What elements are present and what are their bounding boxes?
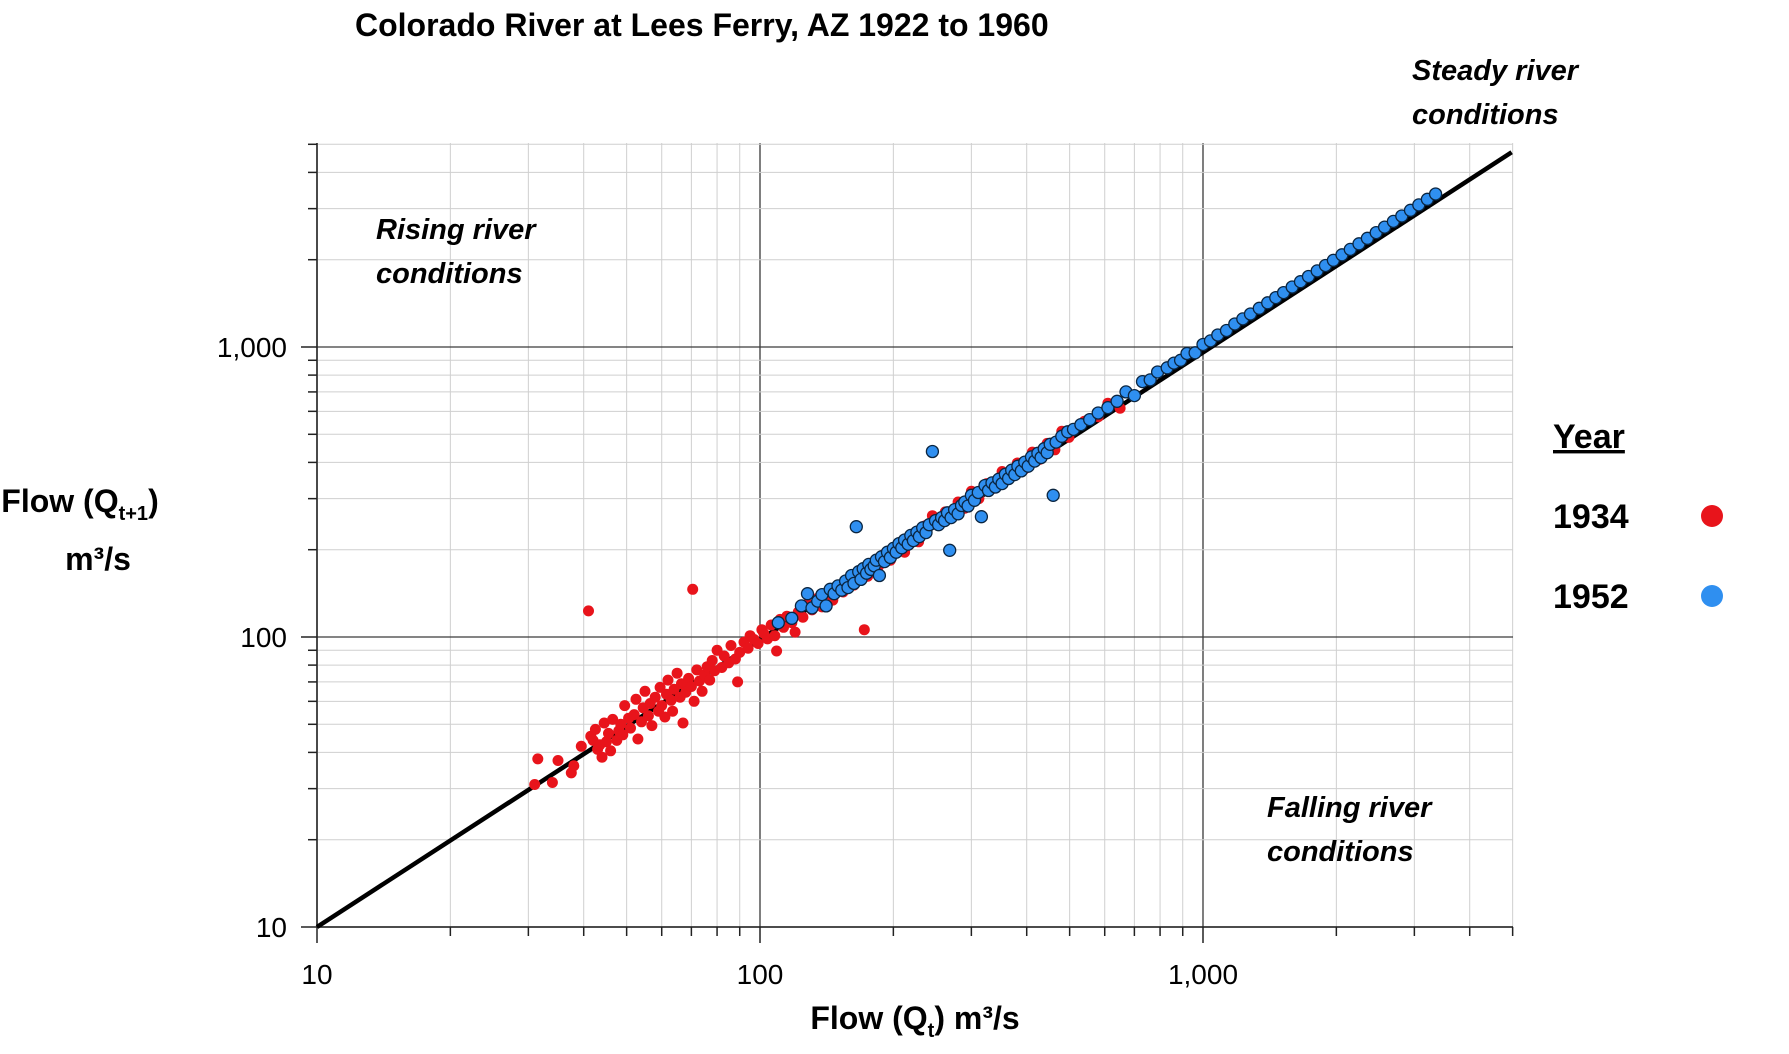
legend-marker-1952 (1701, 585, 1723, 607)
point-1952 (794, 599, 809, 613)
point-1934 (659, 711, 671, 723)
point-1934 (687, 583, 699, 595)
point-1952 (785, 611, 799, 625)
point-1934 (532, 753, 544, 765)
annotation-rising: Rising river conditions (376, 214, 537, 290)
chart-title: Colorado River at Lees Ferry, AZ 1922 to… (355, 7, 1049, 43)
point-1952 (1101, 400, 1115, 415)
y-axis-label-line2: m³/s (65, 541, 131, 577)
point-1934 (671, 667, 683, 679)
point-1934 (598, 717, 610, 729)
data-points (529, 187, 1443, 790)
point-1934 (725, 640, 737, 651)
point-1934 (696, 685, 708, 697)
x-tick-label: 10 (301, 959, 332, 990)
axes (301, 143, 1514, 943)
point-1934 (617, 729, 629, 741)
point-1934 (646, 720, 658, 732)
point-1934 (596, 751, 608, 763)
legend-label-1934: 1934 (1553, 498, 1629, 536)
point-1952 (1127, 388, 1142, 403)
point-1934 (771, 645, 783, 657)
point-1934 (662, 674, 674, 686)
point-1934 (642, 710, 654, 722)
y-tick-label: 100 (240, 622, 287, 653)
point-1934 (706, 655, 718, 666)
x-tick-label: 100 (737, 959, 784, 990)
legend-title: Year (1553, 418, 1625, 456)
point-1934 (575, 740, 587, 752)
grid-lines (316, 143, 1514, 928)
point-1934 (732, 676, 744, 688)
point-1934 (665, 694, 677, 706)
point-1934 (600, 736, 612, 748)
annotations: Steady river conditions Rising river condit… (376, 55, 1580, 868)
point-1952 (1188, 346, 1202, 360)
y-tick-label: 10 (256, 912, 287, 943)
point-1952 (800, 587, 815, 601)
point-1934 (628, 709, 640, 721)
point-1934 (619, 700, 631, 712)
point-1952 (925, 444, 940, 459)
x-axis-label: Flow (Qt) m³/s (810, 1000, 1019, 1042)
point-1934 (691, 664, 703, 676)
point-1952 (819, 599, 833, 613)
legend: Year 1934 1952 (1553, 418, 1723, 616)
point-1934 (568, 760, 580, 772)
point-1934 (632, 733, 644, 745)
point-1934 (649, 691, 661, 703)
point-1934 (529, 779, 541, 790)
point-1934 (656, 700, 668, 712)
annotation-steady: Steady river conditions (1412, 55, 1580, 131)
annotation-falling: Falling river conditions (1267, 792, 1433, 868)
point-1934 (677, 717, 689, 729)
point-1934 (667, 705, 679, 717)
point-1934 (605, 745, 617, 757)
y-tick-labels: 10 100 1,000 (217, 332, 287, 943)
point-1934 (858, 624, 870, 636)
point-1952 (943, 543, 957, 557)
point-1934 (603, 727, 614, 739)
point-1934 (625, 722, 636, 734)
y-axis-label-line1: Flow (Qt+1) (1, 483, 158, 525)
point-1952 (849, 520, 863, 534)
point-1934 (630, 693, 642, 705)
point-1934 (742, 642, 754, 654)
point-1934 (797, 611, 809, 623)
y-axis-label: Flow (Qt+1) m³/s (1, 483, 158, 577)
point-1934 (607, 713, 619, 725)
point-1934 (789, 626, 801, 638)
point-1934 (685, 681, 697, 692)
point-1952 (1046, 488, 1060, 502)
point-1934 (546, 777, 558, 788)
x-tick-labels: 10 100 1,000 (301, 959, 1238, 990)
point-1952 (974, 510, 989, 524)
x-tick-label: 1,000 (1168, 959, 1238, 990)
point-1952 (872, 568, 887, 583)
y-tick-label: 1,000 (217, 332, 287, 363)
legend-label-1952: 1952 (1553, 578, 1629, 616)
point-1952 (771, 616, 785, 630)
point-1934 (704, 674, 716, 686)
point-1952 (1428, 187, 1443, 201)
point-1934 (615, 718, 627, 730)
point-1934 (589, 723, 601, 735)
point-1934 (752, 638, 764, 649)
point-1934 (688, 695, 700, 707)
point-1934 (552, 755, 564, 766)
point-1934 (583, 605, 594, 617)
point-1952 (1110, 394, 1124, 408)
point-1934 (734, 646, 746, 658)
legend-marker-1934 (1701, 505, 1723, 527)
point-1934 (639, 685, 651, 697)
point-1934 (769, 630, 781, 642)
